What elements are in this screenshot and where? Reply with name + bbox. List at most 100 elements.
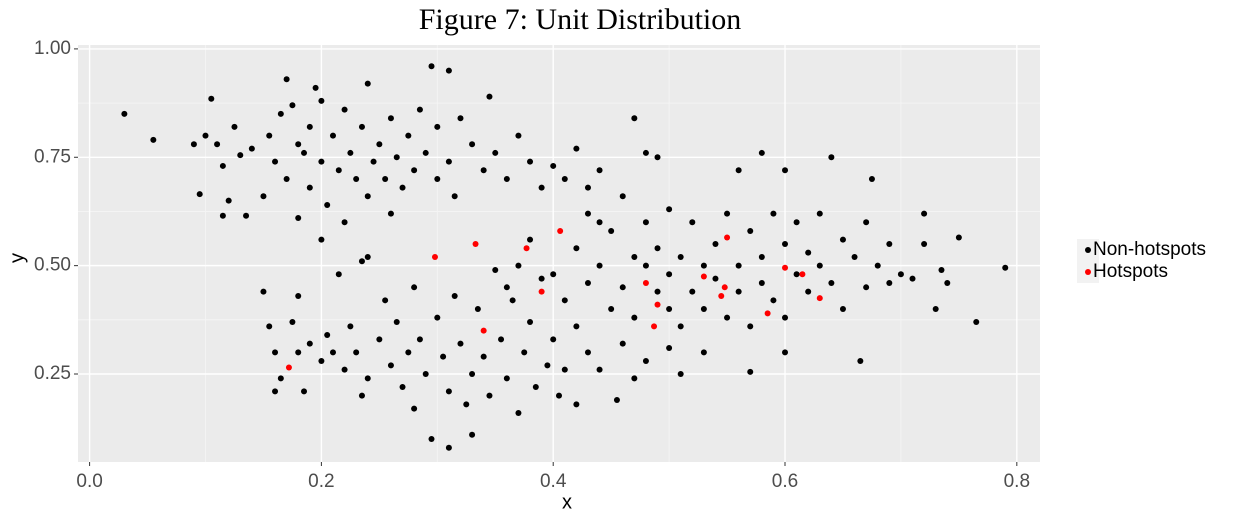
point [677,371,684,378]
point [770,297,777,304]
point [666,271,673,278]
point [735,288,742,295]
point [474,305,481,312]
point [700,262,707,269]
point [440,353,447,360]
point [857,358,864,365]
point [689,219,696,226]
point [932,305,939,312]
point [353,175,360,182]
point [283,76,290,83]
point [550,271,557,278]
y-tick-label: 1.00 [34,38,71,59]
point [486,93,493,100]
point [472,240,479,247]
point [839,305,846,312]
point [445,388,452,395]
point [596,219,603,226]
y-axis-label: y [6,253,28,263]
point [358,123,365,130]
point [480,327,487,334]
point [608,227,615,234]
point [689,288,696,295]
point [364,193,371,200]
point [387,362,394,369]
point [480,167,487,174]
point [631,375,638,382]
point [121,110,128,117]
point [642,149,649,156]
point [816,210,823,217]
point [793,219,800,226]
point [642,262,649,269]
point [654,154,661,161]
point [584,210,591,217]
point [631,314,638,321]
point [712,275,719,282]
point [295,141,302,148]
point [782,167,789,174]
point [724,234,731,241]
point [445,444,452,451]
point [573,323,580,330]
point [770,210,777,217]
point [306,123,313,130]
point [527,158,534,165]
x-axis-label: x [562,491,572,512]
point [700,273,707,280]
legend-swatch [1085,247,1091,253]
point [613,397,620,404]
point [324,331,331,338]
point [735,167,742,174]
point [557,227,564,234]
point [469,371,476,378]
point [642,279,649,286]
point [285,364,292,371]
point [393,154,400,161]
point [434,314,441,321]
point [631,253,638,260]
point [851,253,858,260]
point [492,266,499,273]
point [666,344,673,351]
point [642,358,649,365]
point [260,193,267,200]
point [608,305,615,312]
point [382,297,389,304]
point [747,227,754,234]
point [805,288,812,295]
legend-label: Non-hotspots [1093,239,1206,260]
point [596,366,603,373]
point [492,149,499,156]
point [295,349,302,356]
point [318,97,325,104]
point [387,115,394,122]
point [712,240,719,247]
point [573,245,580,252]
point [416,106,423,113]
point [434,175,441,182]
point [306,184,313,191]
point [532,384,539,391]
point [190,141,197,148]
point [277,375,284,382]
y-tick-label: 0.25 [34,363,71,384]
point [515,132,522,139]
point [214,141,221,148]
point [921,240,928,247]
point [347,149,354,156]
point [654,288,661,295]
point [469,431,476,438]
point [782,264,789,271]
point [619,193,626,200]
point [445,158,452,165]
point [944,279,951,286]
point [498,336,505,343]
point [219,212,226,219]
point [416,336,423,343]
point [272,158,279,165]
point [561,366,568,373]
point [248,145,255,152]
point [301,388,308,395]
point [503,375,510,382]
